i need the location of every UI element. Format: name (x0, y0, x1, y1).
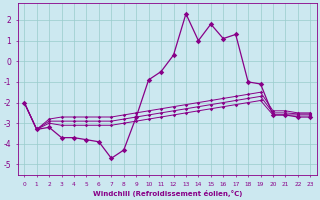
X-axis label: Windchill (Refroidissement éolien,°C): Windchill (Refroidissement éolien,°C) (92, 190, 242, 197)
